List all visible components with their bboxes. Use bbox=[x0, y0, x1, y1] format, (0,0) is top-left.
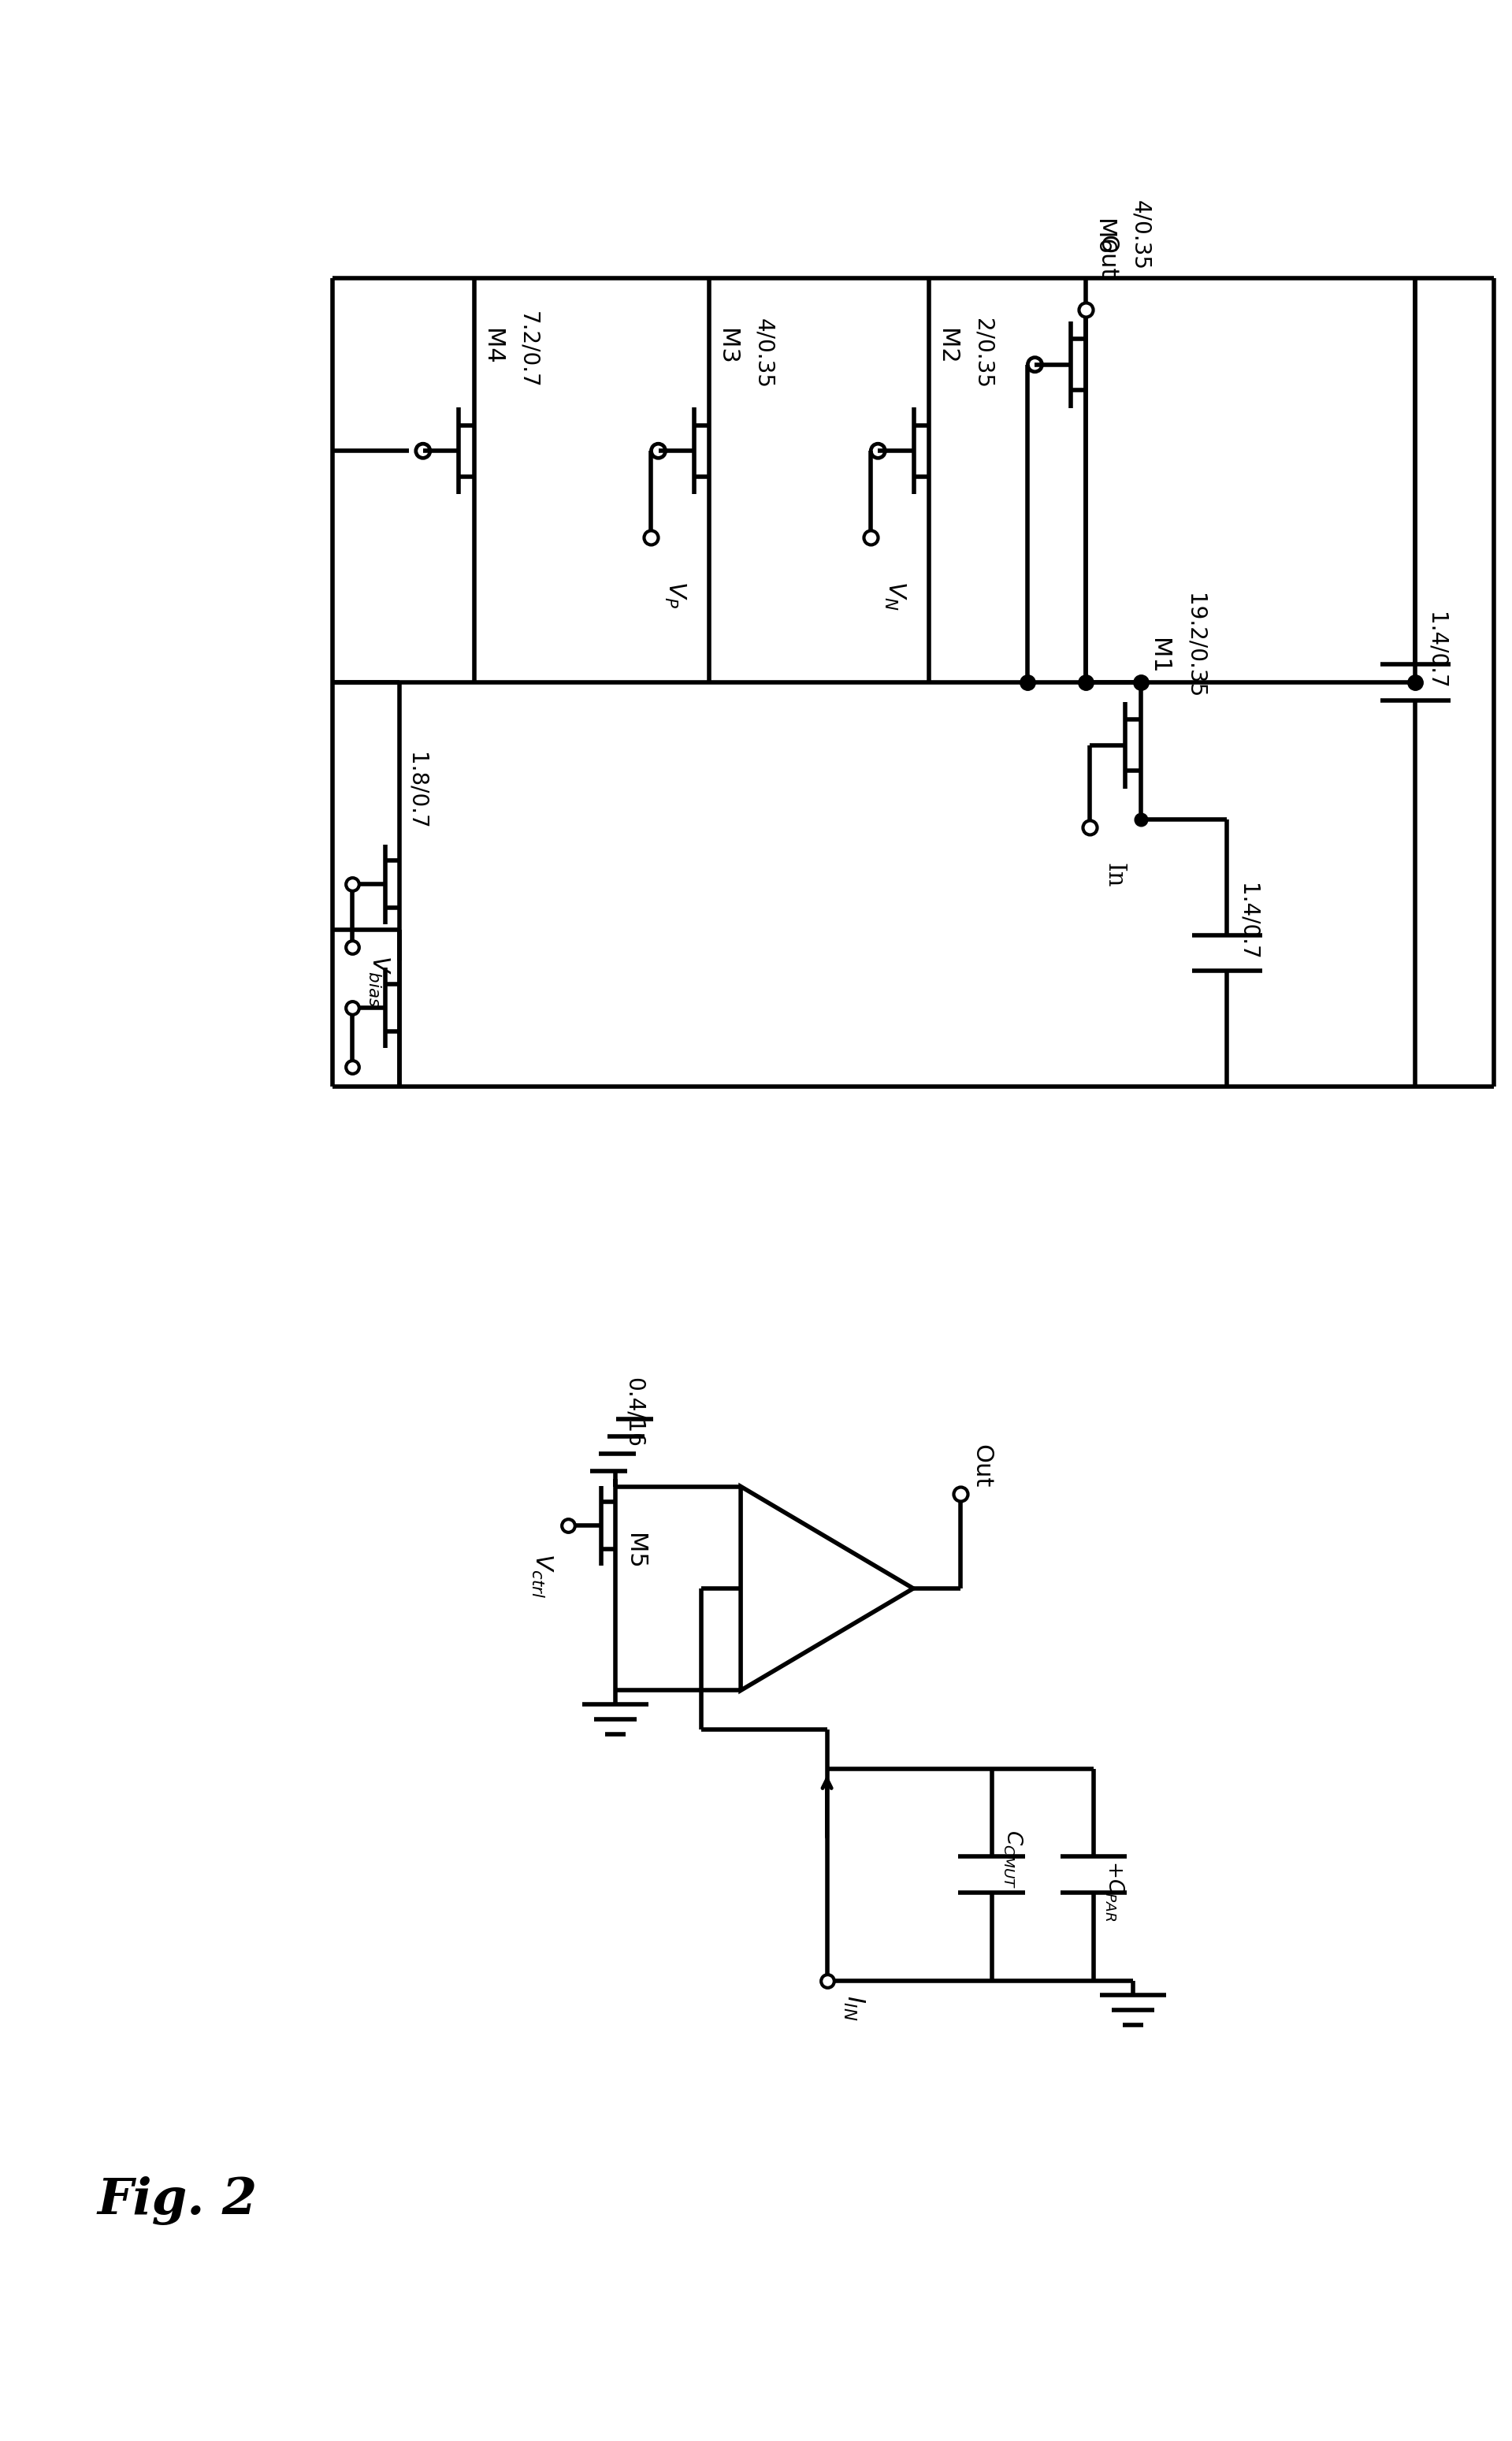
Text: $C_{CMUT}$: $C_{CMUT}$ bbox=[1001, 1828, 1024, 1889]
Text: 1.4/0.7: 1.4/0.7 bbox=[1237, 884, 1258, 959]
Text: Fig. 2: Fig. 2 bbox=[97, 2175, 257, 2224]
Text: $+C_{PAR}$: $+C_{PAR}$ bbox=[1104, 1860, 1125, 1921]
Text: M4: M4 bbox=[481, 330, 503, 364]
Text: 0.4/16: 0.4/16 bbox=[623, 1377, 646, 1448]
Text: M3: M3 bbox=[715, 330, 738, 364]
Text: $I_{IN}$: $I_{IN}$ bbox=[841, 1994, 866, 2021]
Text: Out: Out bbox=[1095, 234, 1119, 278]
Text: $V_{ctrl}$: $V_{ctrl}$ bbox=[529, 1552, 553, 1599]
Text: 1.8/0.7: 1.8/0.7 bbox=[405, 752, 428, 830]
Text: M1: M1 bbox=[1148, 640, 1170, 674]
Text: In: In bbox=[1102, 862, 1126, 889]
Text: $V_N$: $V_N$ bbox=[883, 581, 907, 610]
Text: 7.2/0.7: 7.2/0.7 bbox=[517, 310, 540, 388]
Text: 4/0.35: 4/0.35 bbox=[1129, 200, 1151, 271]
Text: Out: Out bbox=[969, 1445, 992, 1489]
Text: M6: M6 bbox=[1092, 220, 1114, 254]
Text: M5: M5 bbox=[623, 1533, 646, 1570]
Text: $V_P$: $V_P$ bbox=[662, 581, 688, 608]
Text: 2/0.35: 2/0.35 bbox=[972, 317, 995, 388]
Text: $V_{bias}$: $V_{bias}$ bbox=[366, 954, 392, 1008]
Text: 4/0.35: 4/0.35 bbox=[753, 317, 774, 388]
Text: 19.2/0.35: 19.2/0.35 bbox=[1184, 593, 1207, 698]
Text: M2: M2 bbox=[936, 330, 959, 364]
Text: 1.4/0.7: 1.4/0.7 bbox=[1424, 613, 1447, 688]
